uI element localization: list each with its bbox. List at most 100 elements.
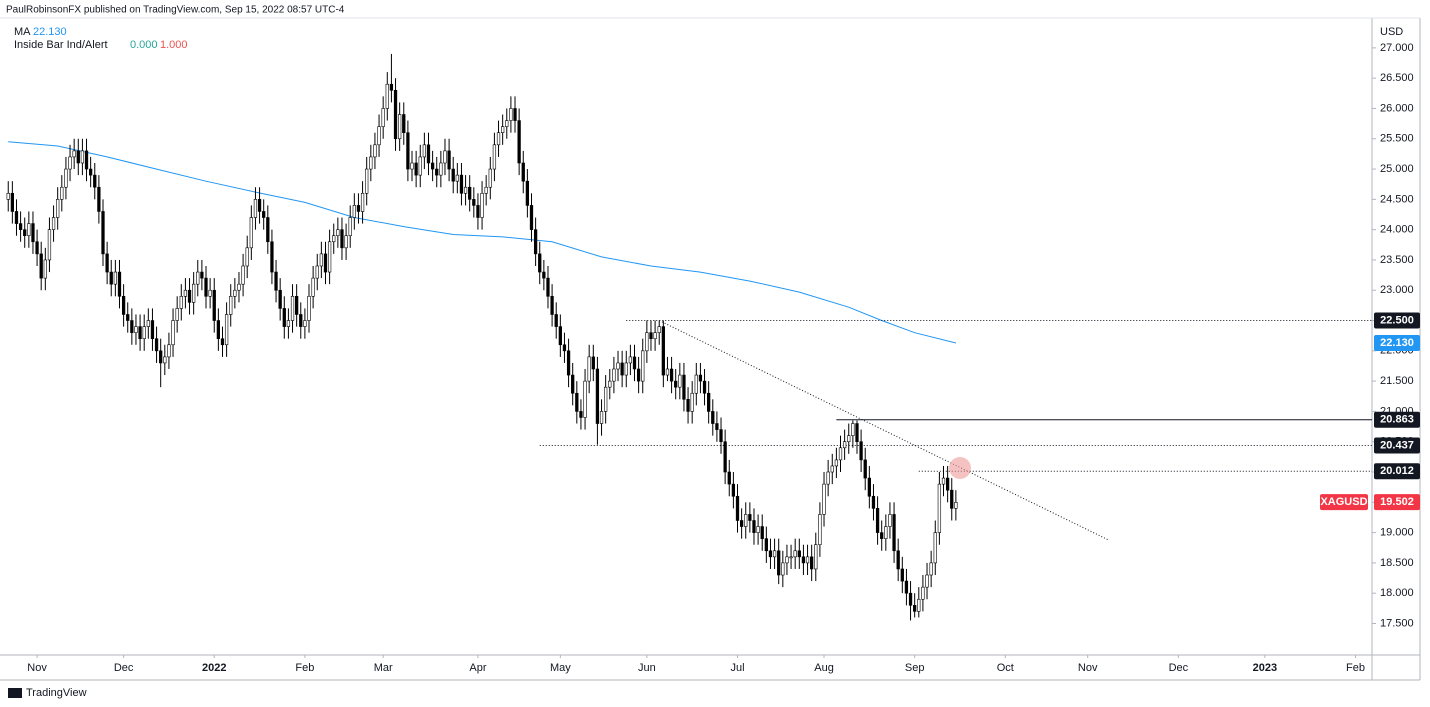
candle-body — [307, 295, 311, 321]
y-tick-label: 26.500 — [1380, 72, 1414, 84]
candle-body — [678, 374, 682, 388]
candle-body — [917, 598, 921, 612]
candle-body — [772, 550, 777, 558]
candle-body — [377, 126, 381, 146]
y-tick-label: 18.000 — [1380, 587, 1414, 599]
candle-body — [35, 241, 39, 255]
candle-body — [760, 526, 764, 539]
indicator-value: 0.000 — [130, 39, 158, 51]
x-tick-label: Dec — [114, 662, 134, 674]
candle-body — [797, 550, 801, 558]
candle-body — [393, 89, 398, 140]
indicator-name: Inside Bar Ind/Alert — [14, 39, 108, 51]
candle-body — [830, 465, 834, 473]
header: PaulRobinsonFX published on TradingView.… — [6, 5, 345, 16]
candle-body — [727, 471, 731, 485]
x-tick-label: Aug — [814, 662, 834, 674]
candle-body — [636, 368, 641, 382]
x-tick-label: Oct — [997, 662, 1014, 674]
indicator-value: 1.000 — [160, 39, 188, 51]
candle-body — [496, 132, 501, 146]
candle-body — [373, 144, 377, 158]
candle-body — [542, 271, 546, 279]
candle-body — [818, 514, 822, 546]
candle-body — [612, 368, 616, 382]
candle-body — [84, 150, 89, 170]
candle-body — [340, 229, 344, 249]
candle-body — [925, 574, 929, 588]
candle-body — [669, 368, 674, 382]
candle-body — [533, 229, 538, 255]
ma-label: 22.130 — [1380, 337, 1414, 349]
y-tick-label: 21.500 — [1380, 375, 1414, 387]
candle-body — [150, 320, 155, 340]
symbol-label: XAGUSD — [1320, 496, 1367, 508]
candle-body — [183, 289, 188, 297]
candle-body — [904, 580, 909, 594]
x-tick-label: Feb — [1346, 662, 1365, 674]
x-tick-label: Nov — [27, 662, 47, 674]
candle-body — [60, 186, 64, 200]
candle-body — [587, 356, 591, 382]
candle-body — [130, 320, 134, 333]
candle-body — [546, 277, 550, 297]
candle-body — [731, 483, 736, 497]
candle-body — [884, 526, 888, 539]
candle-body — [97, 186, 101, 212]
candle-body — [154, 338, 159, 352]
candle-body — [575, 392, 579, 412]
candle-body — [711, 411, 715, 424]
candle-body — [768, 550, 773, 558]
candle-body — [463, 186, 468, 194]
candle-body — [10, 192, 14, 212]
candle-body — [356, 205, 361, 212]
candle-body — [224, 314, 229, 346]
candle-body — [599, 411, 604, 424]
candle-body — [430, 162, 435, 170]
y-tick-label: 19.000 — [1380, 527, 1414, 539]
candle-body — [476, 205, 480, 218]
candle-body — [777, 550, 781, 576]
candle-body — [142, 326, 146, 340]
candle-body — [468, 186, 472, 200]
candle-body — [43, 259, 47, 279]
candle-body — [233, 289, 237, 297]
candle-body — [814, 544, 818, 570]
level-label-box — [1374, 437, 1420, 454]
candle-body — [323, 253, 328, 273]
symbol-label-box — [1320, 494, 1368, 511]
candle-body — [200, 271, 204, 279]
candle-body — [929, 562, 933, 576]
candle-body — [332, 235, 336, 243]
candle-body — [56, 199, 60, 218]
candle-body — [192, 283, 196, 303]
candle-body — [365, 168, 369, 194]
candle-body — [315, 265, 319, 279]
candle-body — [266, 217, 270, 243]
level-label: 20.437 — [1380, 439, 1414, 451]
candle-body — [398, 114, 402, 140]
candle-body — [702, 380, 707, 394]
brand: TradingView — [26, 687, 87, 699]
candle-body — [216, 320, 221, 340]
candle-body — [591, 356, 595, 370]
candle-body — [896, 550, 900, 570]
level-label: 22.500 — [1380, 314, 1414, 326]
x-tick-label: Nov — [1078, 662, 1098, 674]
candle-body — [89, 168, 93, 176]
candle-body — [76, 150, 80, 164]
candle-body — [352, 205, 356, 218]
candle-body — [583, 380, 587, 418]
candle-body — [604, 386, 608, 412]
candle-body — [838, 447, 843, 461]
candle-body — [319, 253, 324, 267]
candle-body — [616, 362, 620, 370]
candle-body — [921, 586, 925, 600]
level-label-box — [1374, 463, 1420, 480]
x-tick-label: 2022 — [202, 662, 226, 674]
candle-body — [900, 568, 904, 582]
candle-body — [674, 380, 678, 388]
candle-body — [641, 350, 645, 382]
candle-body — [229, 295, 233, 315]
candle-body — [933, 532, 937, 564]
